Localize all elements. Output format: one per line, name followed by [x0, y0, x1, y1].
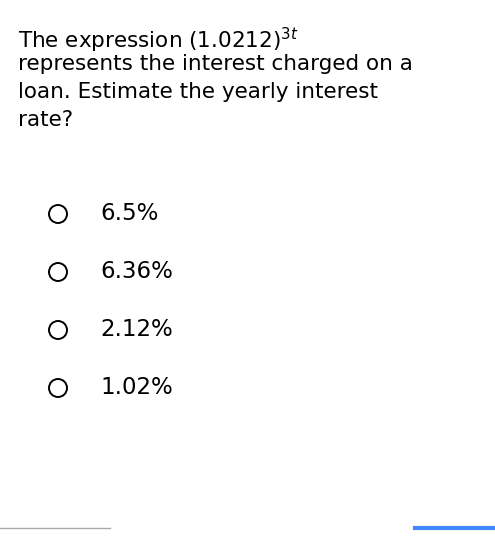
- Text: The expression $(1.0212)^{3t}$: The expression $(1.0212)^{3t}$: [18, 26, 298, 55]
- Text: loan. Estimate the yearly interest: loan. Estimate the yearly interest: [18, 82, 378, 102]
- Text: rate?: rate?: [18, 110, 73, 130]
- Text: 6.36%: 6.36%: [100, 260, 173, 284]
- Text: 2.12%: 2.12%: [100, 318, 173, 341]
- Text: represents the interest charged on a: represents the interest charged on a: [18, 54, 413, 74]
- Text: 6.5%: 6.5%: [100, 203, 158, 226]
- Text: 1.02%: 1.02%: [100, 376, 173, 399]
